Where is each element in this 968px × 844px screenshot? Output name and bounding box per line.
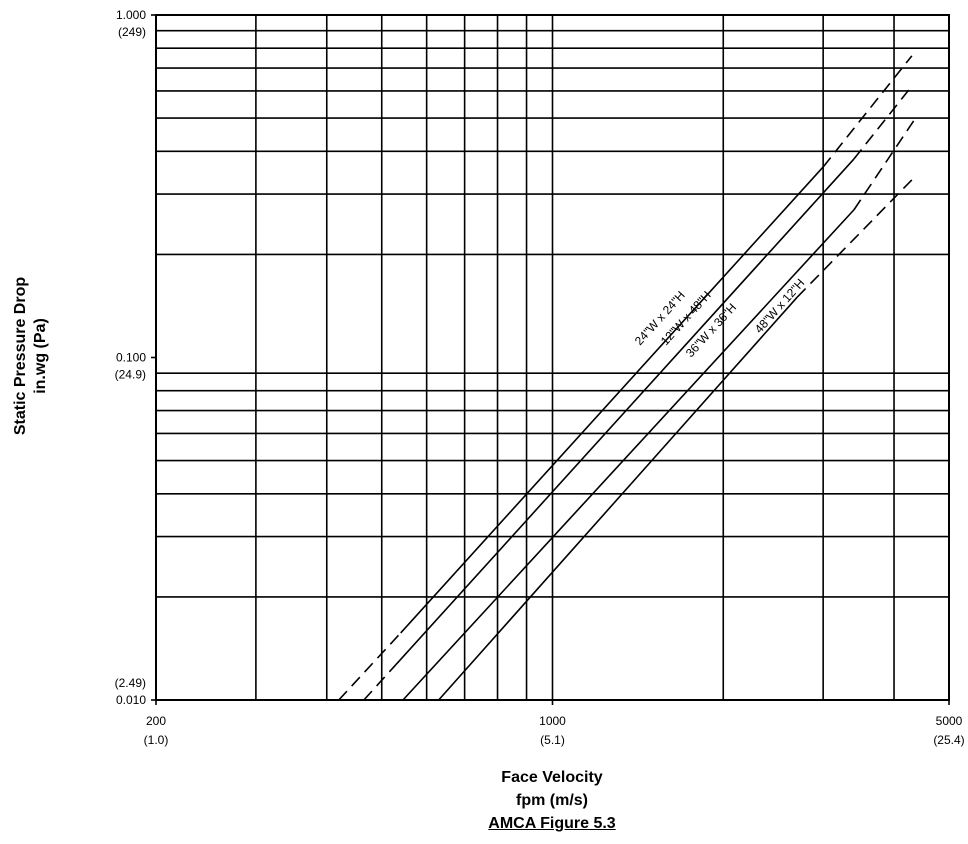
series-line-dashed-low xyxy=(363,663,397,701)
grid xyxy=(156,15,949,700)
x-tick-sublabel: (1.0) xyxy=(144,733,169,747)
x-tick-label: 5000 xyxy=(936,714,963,728)
ticks: 1.000 (249) 0.100 (24.9) 0.010 (2.49) 200 (1.0)… xyxy=(115,8,965,747)
x-tick-label: 200 xyxy=(146,714,166,728)
y-tick-label: 0.010 xyxy=(116,693,146,707)
series-line xyxy=(438,296,798,701)
series-line xyxy=(402,209,855,701)
series-line-dashed-high xyxy=(796,179,913,298)
y-tick-label: 1.000 xyxy=(116,8,146,22)
y-tick-label: 0.100 xyxy=(116,351,146,365)
x-tick-sublabel: (25.4) xyxy=(933,733,964,747)
y-tick-sublabel: (249) xyxy=(118,25,146,39)
x-tick-sublabel: (5.1) xyxy=(540,733,565,747)
series-label: 48"W x 12"H xyxy=(752,276,808,336)
y-axis-label-line2: in.wg (Pa) xyxy=(32,318,49,394)
y-axis-label-line1: Static Pressure Drop xyxy=(12,277,29,436)
series-line-dashed-high xyxy=(822,55,913,168)
x-axis-label-line2: fpm (m/s) xyxy=(516,792,588,809)
y-tick-sublabel: (2.49) xyxy=(115,676,146,690)
series-line-dashed-high xyxy=(853,85,913,160)
series-line xyxy=(400,166,824,634)
series-line-dashed-high xyxy=(853,114,919,211)
series-line-dashed-low xyxy=(338,632,402,701)
x-tick-label: 1000 xyxy=(539,714,566,728)
series-group: 24"W x 24"H12"W x 48"H36"W x 36"H 48"W x … xyxy=(338,55,919,701)
y-tick-sublabel: (24.9) xyxy=(115,368,146,382)
chart-caption: AMCA Figure 5.3 xyxy=(488,815,616,832)
series-line xyxy=(395,158,855,665)
x-axis-label-line1: Face Velocity xyxy=(501,769,603,786)
